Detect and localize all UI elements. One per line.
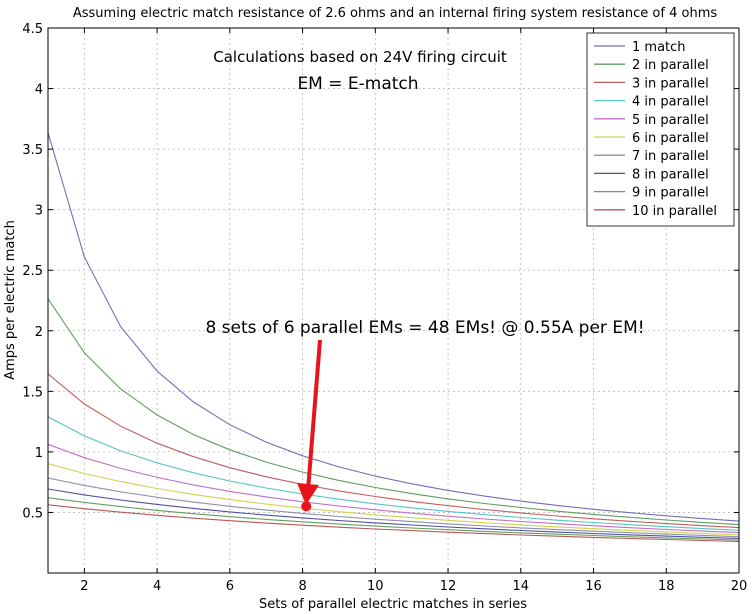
series-line-7: [48, 477, 739, 538]
series-line-3: [48, 373, 739, 529]
x-tick-label: 14: [513, 579, 530, 594]
series-line-4: [48, 416, 739, 531]
series-line-2: [48, 298, 739, 526]
y-axis-label: Amps per electric match: [3, 220, 18, 380]
series-line-1: [48, 132, 739, 522]
legend: 1 match 2 in parallel 3 in parallel 4 in pa…: [586, 32, 735, 227]
legend-label: 3 in parallel: [632, 76, 709, 91]
callout-text: 8 sets of 6 parallel EMs = 48 EMs! @ 0.5…: [205, 318, 644, 338]
x-tick-label: 6: [226, 579, 234, 594]
callout-arrow-head: [297, 483, 319, 505]
y-tick-label: 1: [35, 446, 43, 461]
series-line-5: [48, 443, 739, 534]
x-axis-label: Sets of parallel electric matches in ser…: [259, 597, 527, 612]
x-tick-label: 12: [440, 579, 457, 594]
em-note: EM = E-match: [297, 74, 418, 94]
y-tick-label: 4.5: [22, 22, 43, 37]
series-line-6: [48, 463, 739, 536]
legend-label: 4 in parallel: [632, 95, 709, 110]
series-line-9: [48, 497, 739, 541]
legend-label: 6 in parallel: [632, 131, 709, 146]
legend-label: 7 in parallel: [632, 149, 709, 164]
axis-ticks: 2 4 6 8 10 12 14 16 18 20 0.5 1 1.5 2 2.5 3 3.5 4 4.5: [22, 22, 747, 594]
legend-label: 2 in parallel: [632, 58, 709, 73]
y-tick-label: 4: [35, 83, 43, 98]
y-tick-label: 3: [35, 204, 43, 219]
x-tick-label: 20: [731, 579, 748, 594]
x-tick-label: 10: [367, 579, 384, 594]
legend-label: 9 in parallel: [632, 186, 709, 201]
plot-frame: [47, 27, 740, 574]
chart-title: Assuming electric match resistance of 2.…: [73, 6, 717, 21]
y-tick-label: 2: [35, 325, 43, 340]
x-tick-label: 16: [585, 579, 602, 594]
legend-label: 10 in parallel: [632, 204, 717, 219]
y-tick-label: 3.5: [22, 143, 43, 158]
y-tick-label: 0.5: [22, 506, 43, 521]
y-tick-label: 2.5: [22, 264, 43, 279]
x-tick-label: 4: [153, 579, 161, 594]
y-tick-label: 1.5: [22, 385, 43, 400]
callout-arrow-shaft: [306, 339, 322, 491]
legend-box: [586, 32, 735, 227]
legend-label: 5 in parallel: [632, 113, 709, 128]
circuit-note: Calculations based on 24V firing circuit: [213, 48, 507, 66]
series-line-8: [48, 488, 739, 539]
series-line-10: [48, 504, 739, 542]
legend-label: 8 in parallel: [632, 167, 709, 182]
legend-label: 1 match: [632, 40, 686, 55]
x-tick-label: 8: [298, 579, 306, 594]
x-tick-label: 18: [658, 579, 675, 594]
x-tick-label: 2: [80, 579, 88, 594]
series-lines: [48, 132, 739, 542]
highlight-point: [301, 501, 312, 512]
